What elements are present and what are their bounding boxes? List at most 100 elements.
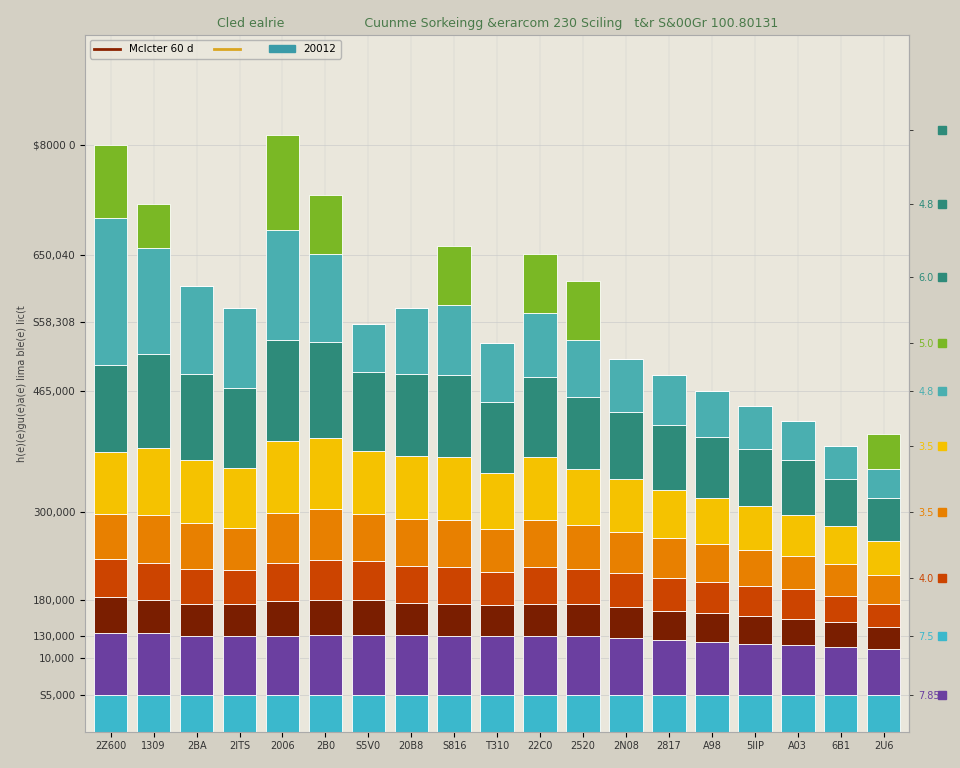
Bar: [438, 247, 471, 305]
Bar: [566, 525, 600, 569]
Bar: [137, 448, 170, 515]
Bar: [309, 439, 342, 508]
Bar: [867, 469, 900, 498]
Bar: [610, 637, 643, 695]
Bar: [94, 365, 128, 452]
Bar: [266, 442, 300, 513]
Bar: [351, 514, 385, 561]
Bar: [223, 468, 256, 528]
Bar: [395, 456, 428, 519]
Bar: [610, 695, 643, 732]
Bar: [223, 636, 256, 695]
Bar: [781, 589, 814, 619]
Bar: [738, 695, 772, 732]
Bar: [824, 622, 857, 647]
Bar: [94, 598, 128, 633]
Bar: [738, 406, 772, 449]
Bar: [266, 134, 300, 230]
Bar: [438, 695, 471, 732]
Bar: [438, 568, 471, 604]
Bar: [695, 582, 729, 613]
Bar: [438, 604, 471, 636]
Bar: [610, 412, 643, 479]
Bar: [566, 695, 600, 732]
Bar: [695, 642, 729, 695]
Bar: [309, 560, 342, 600]
Bar: [480, 343, 514, 402]
Bar: [137, 695, 170, 732]
Bar: [266, 513, 300, 563]
Bar: [695, 695, 729, 732]
Bar: [395, 374, 428, 456]
Bar: [523, 377, 557, 457]
Bar: [94, 514, 128, 559]
Bar: [351, 635, 385, 695]
Bar: [266, 695, 300, 732]
Bar: [695, 544, 729, 582]
Bar: [223, 528, 256, 571]
Bar: [180, 460, 213, 523]
Bar: [824, 525, 857, 564]
Bar: [523, 457, 557, 520]
Bar: [867, 650, 900, 695]
Bar: [223, 571, 256, 604]
Bar: [781, 421, 814, 460]
Bar: [867, 627, 900, 650]
Bar: [781, 555, 814, 589]
Bar: [566, 340, 600, 397]
Bar: [867, 604, 900, 627]
Bar: [652, 490, 685, 538]
Bar: [223, 308, 256, 389]
Bar: [867, 498, 900, 541]
Bar: [781, 645, 814, 695]
Bar: [395, 566, 428, 603]
Bar: [223, 695, 256, 732]
Bar: [824, 446, 857, 478]
Bar: [566, 569, 600, 604]
Bar: [695, 613, 729, 642]
Bar: [824, 478, 857, 525]
Bar: [180, 604, 213, 636]
Bar: [867, 541, 900, 574]
Bar: [652, 425, 685, 490]
Bar: [309, 508, 342, 560]
Bar: [523, 636, 557, 695]
Bar: [867, 434, 900, 469]
Bar: [738, 616, 772, 644]
Bar: [266, 563, 300, 601]
Bar: [223, 604, 256, 636]
Bar: [351, 372, 385, 451]
Bar: [180, 523, 213, 569]
Bar: [180, 569, 213, 604]
Bar: [781, 460, 814, 515]
Bar: [738, 550, 772, 587]
Bar: [738, 587, 772, 616]
Bar: [480, 474, 514, 529]
Bar: [523, 313, 557, 377]
Bar: [695, 498, 729, 544]
Bar: [824, 695, 857, 732]
Bar: [480, 571, 514, 605]
Bar: [824, 647, 857, 695]
Bar: [523, 695, 557, 732]
Bar: [652, 578, 685, 611]
Bar: [137, 515, 170, 563]
Title: Cled ealrie                    Cuunme Sorkeingg &erarcom 230 Sciling   t&r S&00G: Cled ealrie Cuunme Sorkeingg &erarcom 23…: [217, 17, 778, 30]
Bar: [824, 596, 857, 622]
Bar: [610, 479, 643, 532]
Bar: [523, 254, 557, 313]
Bar: [351, 600, 385, 635]
Bar: [351, 451, 385, 514]
Legend: Mclcter 60 d, , 20012: Mclcter 60 d, , 20012: [90, 40, 341, 58]
Bar: [480, 695, 514, 732]
Bar: [610, 607, 643, 637]
Bar: [824, 564, 857, 596]
Bar: [266, 340, 300, 442]
Bar: [480, 529, 514, 571]
Bar: [94, 145, 128, 218]
Bar: [309, 695, 342, 732]
Bar: [137, 247, 170, 354]
Bar: [652, 695, 685, 732]
Bar: [781, 695, 814, 732]
Bar: [438, 636, 471, 695]
